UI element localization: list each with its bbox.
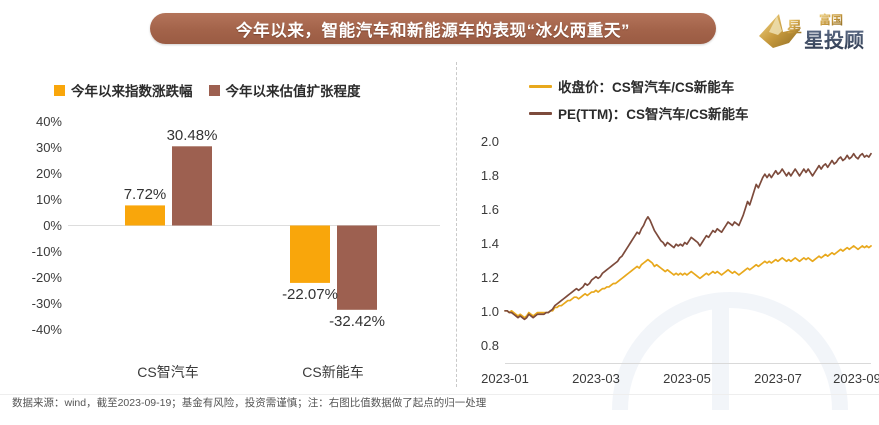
legend-item-valuation-expansion[interactable]: 今年以来估值扩张程度 bbox=[208, 80, 361, 100]
bar-category-cs-new-energy: CS新能车 bbox=[302, 364, 363, 380]
line-ytick-2-0: 2.0 bbox=[481, 134, 499, 149]
bar-chart-legend: 今年以来指数涨跌幅 今年以来估值扩张程度 bbox=[54, 80, 377, 100]
bar-brown-cs-smart-auto[interactable] bbox=[172, 146, 212, 226]
bar-label-7-72: 7.72% bbox=[124, 186, 167, 203]
line-series-pe-ttm[interactable] bbox=[504, 152, 872, 321]
legend-swatch-brown bbox=[208, 84, 220, 96]
line-chart-panel: 收盘价：CS智汽车/CS新能车 PE(TTM)：CS智汽车/CS新能车 2.0 … bbox=[457, 58, 879, 398]
star-icon bbox=[759, 14, 801, 48]
bar-brown-cs-new-energy[interactable] bbox=[337, 225, 377, 310]
bar-label-minus-22-07: -22.07% bbox=[282, 286, 338, 303]
line-ytick-1-2: 1.2 bbox=[481, 270, 499, 285]
legend-label-pe-ttm-ratio: PE(TTM)：CS智汽车/CS新能车 bbox=[558, 107, 749, 122]
line-ytick-1-6: 1.6 bbox=[481, 202, 499, 217]
legend-label-valuation-expansion: 今年以来估值扩张程度 bbox=[225, 84, 361, 99]
legend-line-orange bbox=[529, 84, 552, 88]
footer-note: 数据来源：wind，截至2023-09-19；基金有风险，投资需谨慎；注：右图比… bbox=[12, 397, 487, 409]
ytick-m20: -20% bbox=[32, 270, 63, 285]
legend-item-pe-ttm-ratio[interactable]: PE(TTM)：CS智汽车/CS新能车 bbox=[529, 103, 749, 123]
legend-line-brown bbox=[529, 111, 552, 115]
xtick-2023-01: 2023-01 bbox=[481, 371, 529, 386]
bar-orange-cs-smart-auto[interactable] bbox=[125, 205, 165, 226]
line-y-axis: 2.0 1.8 1.6 1.4 1.2 1.0 0.8 bbox=[481, 134, 499, 353]
bar-chart-panel: 今年以来指数涨跌幅 今年以来估值扩张程度 40% 30% 20% 10% 0% … bbox=[0, 58, 456, 398]
line-chart-legend: 收盘价：CS智汽车/CS新能车 PE(TTM)：CS智汽车/CS新能车 bbox=[529, 76, 765, 130]
brand-logo: 星 富国 星投顾 bbox=[749, 2, 871, 58]
xtick-2023-07: 2023-07 bbox=[754, 371, 802, 386]
bar-category-cs-smart-auto: CS智汽车 bbox=[137, 364, 198, 380]
legend-label-index-change: 今年以来指数涨跌幅 bbox=[71, 84, 193, 99]
line-x-ticks: 2023-01 2023-03 2023-05 2023-07 2023-09 bbox=[481, 371, 879, 386]
logo-star-char: 星 bbox=[787, 19, 802, 36]
line-ytick-0-8: 0.8 bbox=[481, 338, 499, 353]
line-ytick-1-8: 1.8 bbox=[481, 168, 499, 183]
ytick-40: 40% bbox=[36, 114, 62, 129]
line-ytick-1-4: 1.4 bbox=[481, 236, 499, 251]
ytick-m40: -40% bbox=[32, 322, 63, 337]
line-ytick-1-0: 1.0 bbox=[481, 304, 499, 319]
xtick-2023-09: 2023-09 bbox=[833, 371, 879, 386]
legend-label-close-price-ratio: 收盘价：CS智汽车/CS新能车 bbox=[558, 80, 735, 95]
logo-brand-text: 富国 bbox=[819, 12, 843, 27]
xtick-2023-03: 2023-03 bbox=[572, 371, 620, 386]
title-banner: 今年以来，智能汽车和新能源车的表现“冰火两重天” bbox=[150, 13, 716, 44]
logo-sub-text: 星投顾 bbox=[804, 28, 864, 52]
bar-orange-cs-new-energy[interactable] bbox=[290, 225, 330, 283]
ytick-30: 30% bbox=[36, 140, 62, 155]
footer-divider bbox=[0, 394, 879, 395]
ytick-10: 10% bbox=[36, 192, 62, 207]
legend-item-index-change[interactable]: 今年以来指数涨跌幅 bbox=[54, 80, 193, 100]
xtick-2023-05: 2023-05 bbox=[663, 371, 711, 386]
bar-chart-svg: 40% 30% 20% 10% 0% -10% -20% -30% -40% 7… bbox=[32, 114, 440, 380]
page-title: 今年以来，智能汽车和新能源车的表现“冰火两重天” bbox=[236, 21, 630, 40]
bar-label-30-48: 30.48% bbox=[167, 127, 218, 144]
legend-item-close-price-ratio[interactable]: 收盘价：CS智汽车/CS新能车 bbox=[529, 76, 749, 96]
legend-swatch-orange bbox=[54, 84, 65, 96]
bar-y-axis: 40% 30% 20% 10% 0% -10% -20% -30% -40% bbox=[32, 114, 63, 337]
ytick-0: 0% bbox=[43, 218, 62, 233]
ytick-m10: -10% bbox=[32, 244, 63, 259]
bar-label-minus-32-42: -32.42% bbox=[329, 313, 385, 330]
panel-divider bbox=[456, 62, 457, 387]
line-series-close-price[interactable] bbox=[504, 245, 872, 319]
line-chart-svg: 2.0 1.8 1.6 1.4 1.2 1.0 0.8 2023-01 2023… bbox=[481, 134, 879, 386]
ytick-m30: -30% bbox=[32, 296, 63, 311]
ytick-20: 20% bbox=[36, 166, 62, 181]
